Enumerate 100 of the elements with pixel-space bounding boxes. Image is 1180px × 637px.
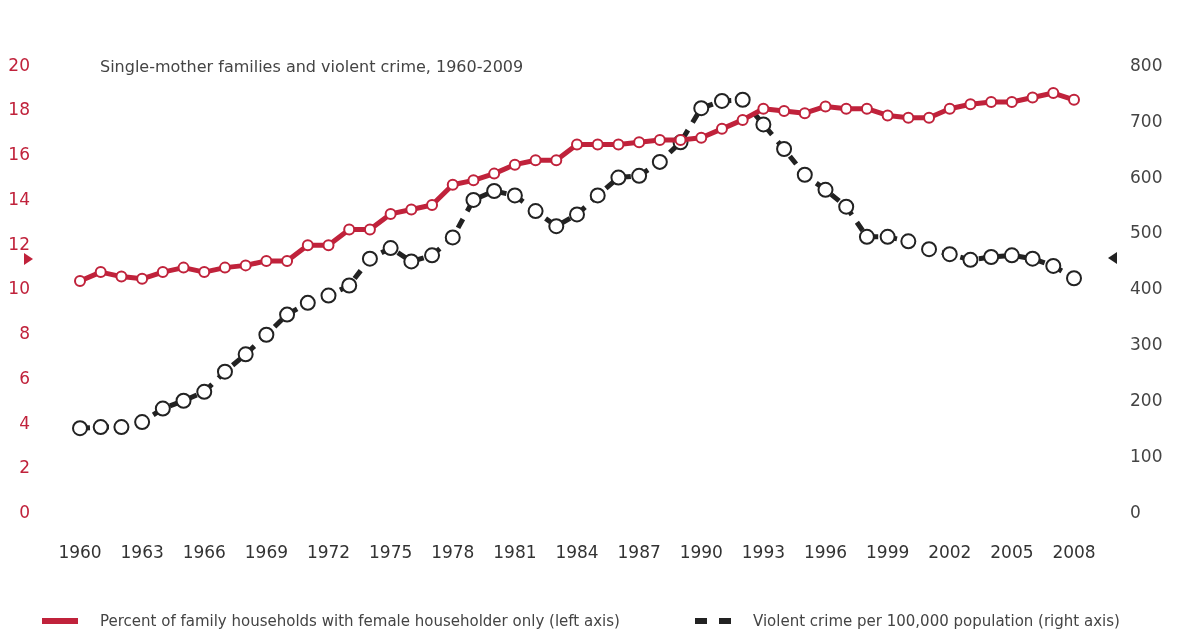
point: [858, 228, 875, 245]
y2-tick-label: 500: [1130, 222, 1163, 243]
point: [983, 248, 1000, 265]
point: [778, 104, 791, 117]
point: [964, 98, 977, 111]
point: [154, 400, 171, 417]
point: [1024, 250, 1041, 267]
point: [320, 287, 337, 304]
point: [258, 326, 275, 343]
point: [1068, 93, 1080, 106]
point: [985, 96, 998, 109]
point: [486, 182, 503, 199]
point: [591, 138, 604, 151]
point: [198, 266, 211, 279]
x-tick-label: 2002: [928, 542, 972, 563]
y-tick-label: 0: [19, 502, 30, 523]
point: [633, 136, 646, 149]
point: [382, 240, 399, 257]
point: [506, 187, 523, 204]
x-tick-label: 1999: [865, 542, 910, 563]
point: [444, 229, 461, 246]
point: [260, 254, 273, 267]
y2-tick-label: 800: [1130, 54, 1163, 75]
point: [943, 102, 956, 115]
point: [755, 116, 772, 133]
y2-tick-label: 300: [1130, 334, 1163, 355]
x-tick-label: 1966: [182, 542, 226, 563]
y-tick-label: 8: [19, 323, 30, 344]
point: [467, 174, 480, 187]
point: [838, 198, 855, 215]
point: [216, 363, 233, 380]
point: [879, 228, 896, 245]
y-tick-label: 12: [8, 233, 30, 254]
point: [299, 294, 316, 311]
point: [361, 250, 378, 267]
point: [819, 100, 832, 113]
y-tick-label: 14: [8, 188, 30, 209]
point: [610, 169, 627, 186]
point: [136, 272, 149, 285]
y-tick-label: 16: [8, 144, 30, 165]
y2-tick-label: 100: [1130, 446, 1163, 467]
point: [798, 107, 811, 120]
x-tick-label: 1990: [679, 542, 723, 563]
point: [175, 392, 192, 409]
point: [736, 113, 749, 126]
point: [900, 233, 917, 250]
point: [508, 158, 521, 171]
point: [674, 134, 687, 147]
x-tick-label: 1993: [741, 542, 786, 563]
point: [902, 111, 915, 124]
point: [1026, 91, 1039, 104]
point: [571, 138, 583, 151]
point: [776, 141, 793, 158]
point: [405, 203, 418, 216]
y2-tick-label: 700: [1130, 110, 1163, 131]
y-tick-label: 10: [8, 278, 30, 299]
point: [403, 253, 420, 270]
x-tick-label: 1987: [617, 542, 661, 563]
y2-tick-label: 400: [1130, 278, 1163, 299]
point: [693, 100, 710, 117]
legend-label: Percent of family households with female householder only (left axis): [100, 612, 620, 630]
point: [962, 251, 979, 268]
point: [177, 261, 190, 274]
point: [715, 122, 728, 135]
point: [72, 420, 88, 437]
point: [237, 346, 254, 363]
legend-label: Violent crime per 100,000 population (right axis): [753, 612, 1120, 630]
point: [1047, 87, 1060, 100]
point: [424, 247, 441, 264]
x-tick-label: 1960: [58, 542, 102, 563]
point: [734, 91, 751, 108]
point: [529, 154, 542, 167]
point: [796, 166, 813, 183]
y2-tick-label: 200: [1130, 390, 1163, 411]
point: [860, 102, 873, 115]
y2-tick-label: 0: [1130, 502, 1141, 523]
point: [653, 134, 666, 147]
point: [465, 191, 482, 208]
point: [341, 277, 358, 294]
point: [74, 275, 86, 288]
point: [115, 270, 128, 283]
y-tick-label: 6: [19, 367, 30, 388]
point: [384, 207, 397, 220]
x-tick-label: 2005: [990, 542, 1034, 563]
point: [921, 241, 938, 258]
y-tick-label: 20: [8, 54, 30, 75]
point: [840, 102, 853, 115]
point: [589, 187, 606, 204]
point: [651, 153, 668, 170]
x-tick-label: 2008: [1052, 542, 1096, 563]
point: [527, 203, 544, 220]
x-tick-label: 1978: [431, 542, 475, 563]
x-tick-label: 1963: [120, 542, 164, 563]
x-tick-label: 1996: [803, 542, 848, 563]
point: [301, 239, 314, 252]
point: [1005, 96, 1018, 109]
point: [281, 254, 294, 267]
point: [343, 223, 356, 236]
point: [695, 131, 708, 144]
point: [923, 111, 936, 124]
